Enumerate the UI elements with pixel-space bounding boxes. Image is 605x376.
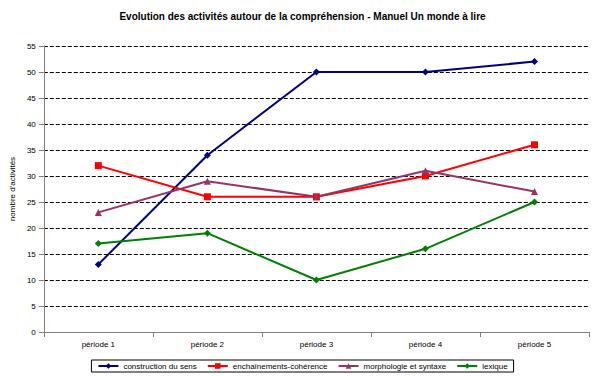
svg-text:enchaînements-cohérence: enchaînements-cohérence bbox=[233, 362, 328, 371]
svg-text:période 5: période 5 bbox=[518, 340, 552, 349]
svg-text:période 3: période 3 bbox=[300, 340, 334, 349]
svg-text:0: 0 bbox=[31, 328, 36, 337]
svg-text:lexique: lexique bbox=[482, 362, 508, 371]
svg-text:période 4: période 4 bbox=[409, 340, 443, 349]
svg-text:Evolution des activités autour: Evolution des activités autour de la com… bbox=[119, 11, 486, 22]
svg-text:55: 55 bbox=[27, 42, 36, 51]
svg-text:35: 35 bbox=[27, 146, 36, 155]
svg-text:période 1: période 1 bbox=[82, 340, 116, 349]
svg-text:nombre d'activités: nombre d'activités bbox=[8, 157, 17, 221]
svg-text:10: 10 bbox=[27, 276, 36, 285]
svg-text:45: 45 bbox=[27, 94, 36, 103]
svg-text:morphologie et syntaxe: morphologie et syntaxe bbox=[364, 362, 447, 371]
svg-text:période 2: période 2 bbox=[191, 340, 225, 349]
svg-text:20: 20 bbox=[27, 224, 36, 233]
svg-text:50: 50 bbox=[27, 68, 36, 77]
svg-text:15: 15 bbox=[27, 250, 36, 259]
svg-text:5: 5 bbox=[31, 302, 36, 311]
svg-text:40: 40 bbox=[27, 120, 36, 129]
svg-text:25: 25 bbox=[27, 198, 36, 207]
svg-text:construction du sens: construction du sens bbox=[123, 362, 196, 371]
svg-text:30: 30 bbox=[27, 172, 36, 181]
